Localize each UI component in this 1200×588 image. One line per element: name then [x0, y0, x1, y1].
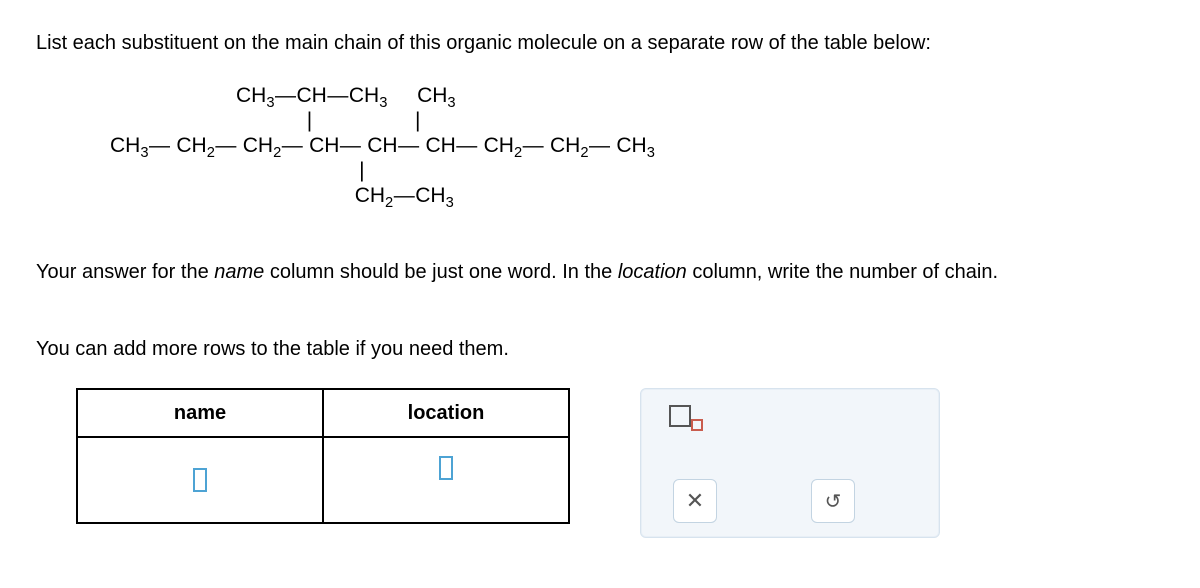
instr-part: column should be just one word. In the	[264, 261, 618, 283]
input-placeholder-icon	[193, 468, 207, 492]
table-row	[77, 437, 569, 523]
input-placeholder-icon	[439, 456, 453, 480]
molecule-structure: CH3—CH—CH3 CH3 CH3|CH3 | CH3— CH2— CH2— …	[110, 78, 655, 214]
answer-table: name location	[76, 388, 570, 524]
instr-part: Your answer for the	[36, 261, 214, 283]
super-subscript-icon[interactable]	[669, 405, 709, 437]
clear-button[interactable]: ✕	[673, 479, 717, 523]
column-header-location: location	[323, 389, 569, 437]
name-em: name	[214, 261, 264, 283]
tool-panel: ✕ ↺	[640, 388, 940, 538]
name-cell[interactable]	[77, 437, 323, 523]
undo-button[interactable]: ↺	[811, 479, 855, 523]
close-icon: ✕	[686, 488, 704, 514]
location-em: location	[618, 261, 687, 283]
instruction-more-rows: You can add more rows to the table if yo…	[36, 338, 1180, 361]
question-text: List each substituent on the main chain …	[36, 28, 1180, 58]
instr-part: column, write the number of chain.	[687, 261, 998, 283]
location-cell[interactable]	[323, 437, 569, 523]
instruction-text: Your answer for the name column should b…	[36, 256, 1196, 288]
undo-icon: ↺	[825, 489, 842, 514]
column-header-name: name	[77, 389, 323, 437]
